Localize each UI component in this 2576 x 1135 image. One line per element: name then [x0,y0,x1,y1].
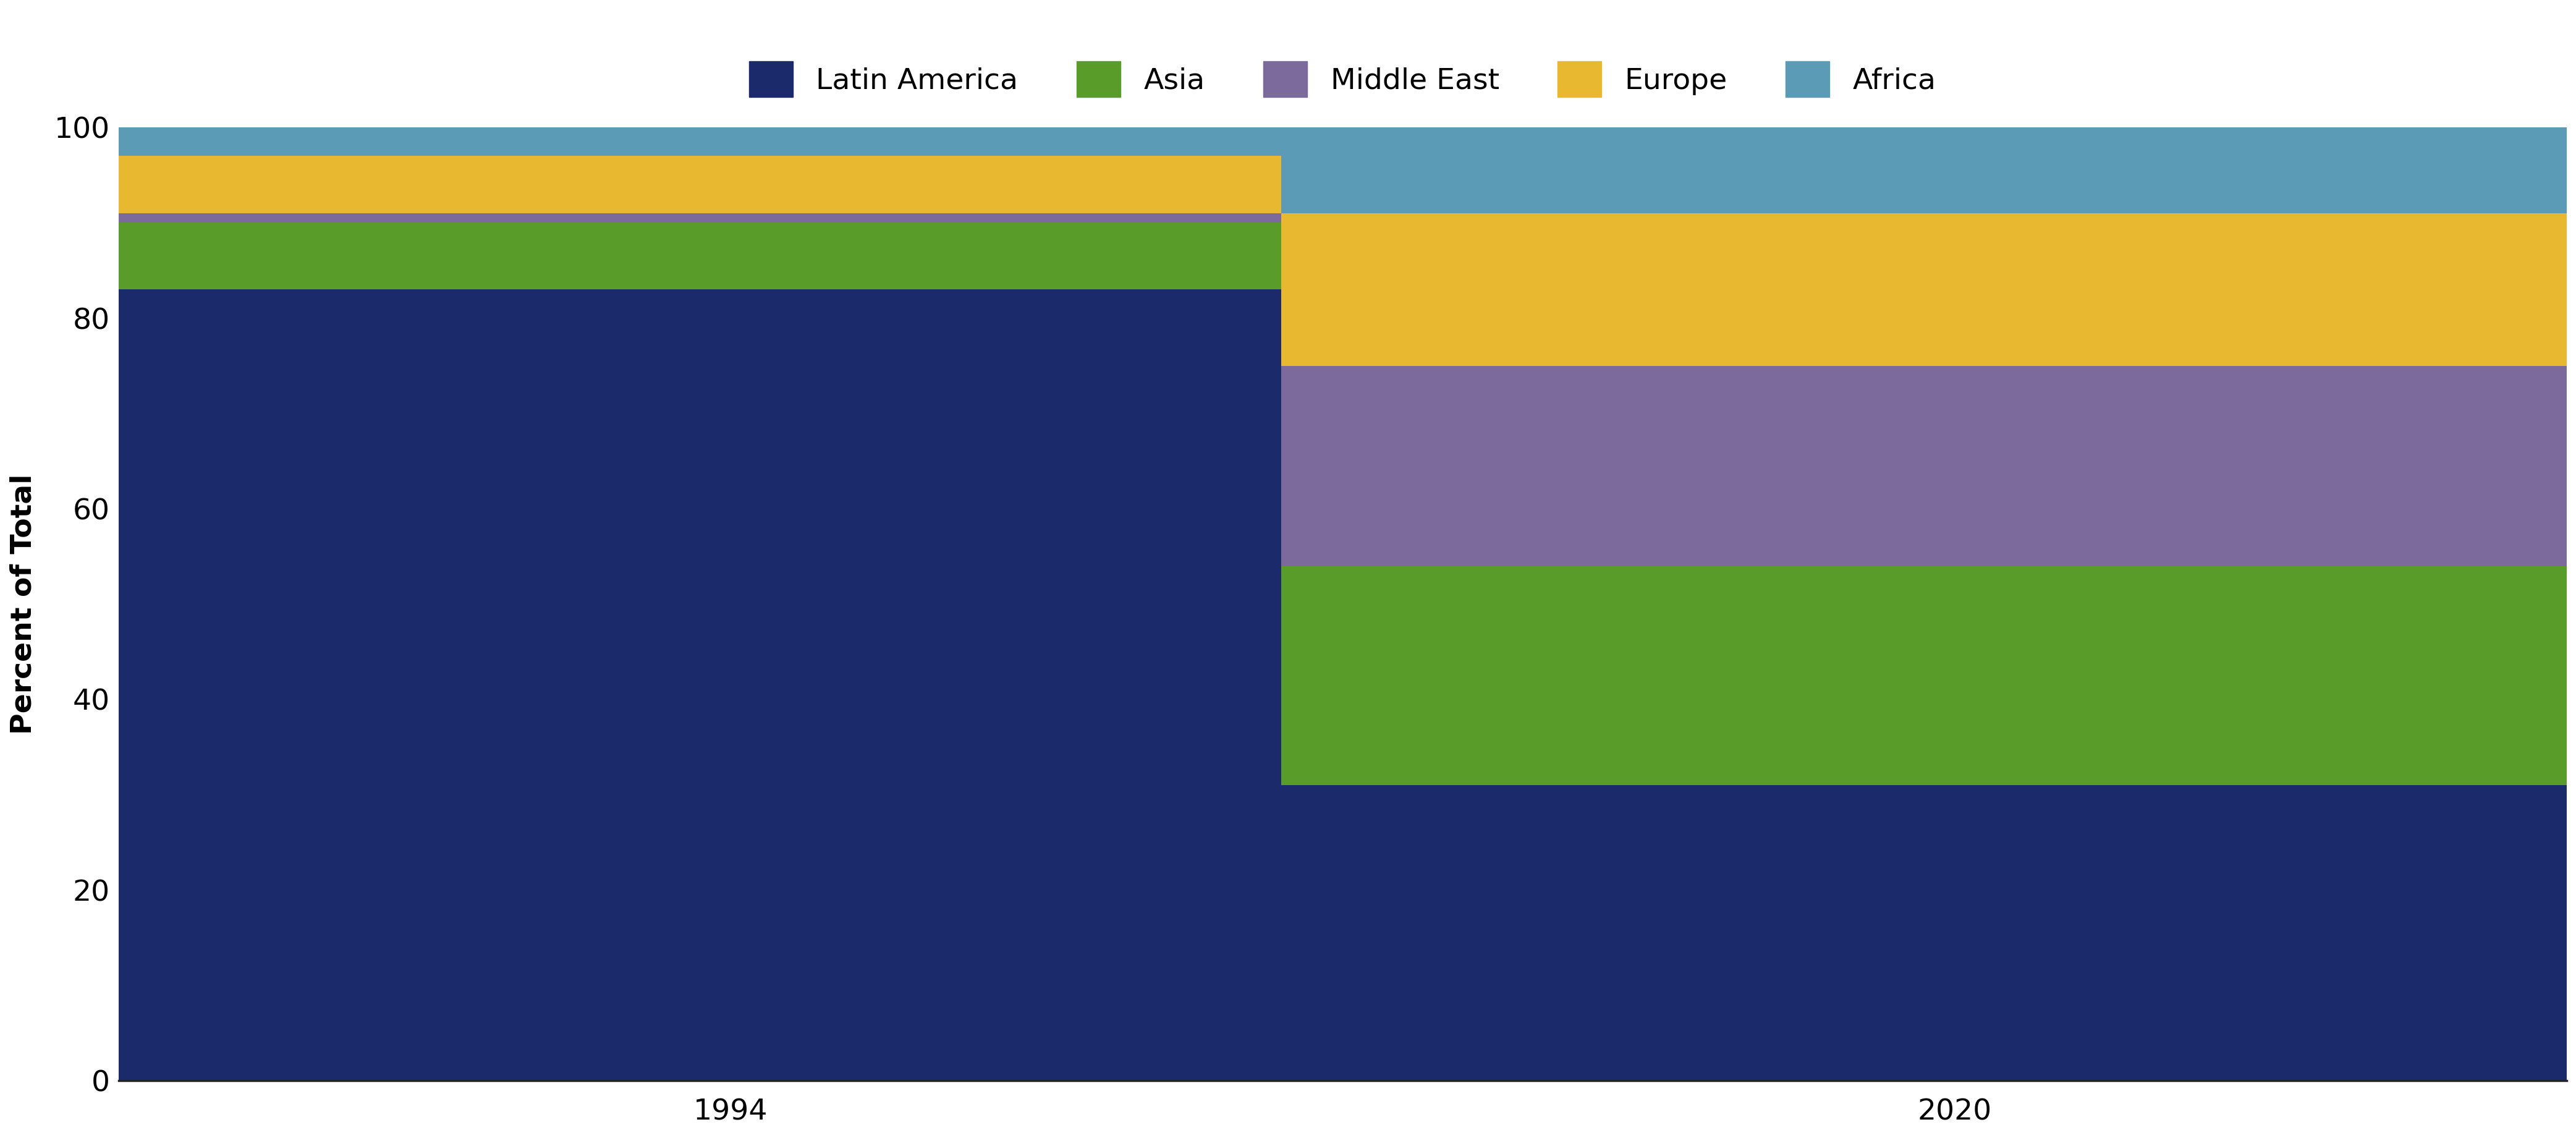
Bar [1280,127,2576,213]
Bar [57,222,1404,289]
Bar [57,213,1404,222]
Bar [57,157,1404,213]
Bar [57,289,1404,1081]
Y-axis label: Percent of Total: Percent of Total [10,473,36,734]
Bar [57,127,1404,157]
Legend: Latin America, Asia, Middle East, Europe, Africa: Latin America, Asia, Middle East, Europe… [734,47,1950,111]
Bar [1280,365,2576,566]
Bar [1280,785,2576,1081]
Bar [1280,213,2576,365]
Bar [1280,566,2576,785]
